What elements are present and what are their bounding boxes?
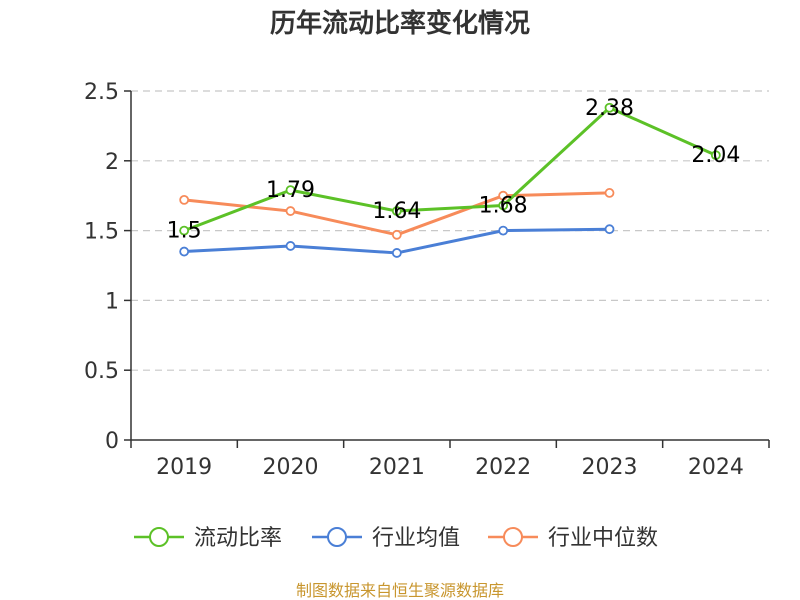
- x-tick-label: 2019: [156, 455, 212, 480]
- data-point: [179, 225, 190, 236]
- data-point: [179, 246, 190, 257]
- x-tick-labels: 2019 2020 2021 2022 2023 2024: [130, 440, 770, 480]
- axes: [130, 91, 769, 441]
- data-point: [498, 190, 509, 201]
- data-point: [391, 229, 402, 240]
- data-point: [604, 224, 615, 235]
- data-point: [391, 206, 402, 216]
- legend-item[interactable]: 流动比率: [134, 526, 282, 551]
- data-point: [391, 248, 402, 258]
- series-2: [179, 188, 615, 240]
- data-label: 1.64: [372, 199, 421, 224]
- data-label: 2.04: [691, 143, 740, 168]
- x-tick-label: 2024: [688, 455, 744, 480]
- x-tick-label: 2023: [582, 455, 638, 480]
- series-1: [179, 224, 615, 258]
- legend-marker: [327, 527, 347, 547]
- legend-label: 行业均值: [372, 526, 460, 551]
- series-line: [183, 106, 717, 233]
- data-point: [179, 194, 190, 205]
- y-tick-label: 1.5: [84, 220, 119, 245]
- data-point: [710, 150, 721, 161]
- y-tick-label: 2: [105, 150, 119, 175]
- legend: 流动比率 行业均值 行业中位数: [134, 526, 658, 551]
- y-tick-label: 2.5: [84, 80, 119, 105]
- data-point: [498, 225, 509, 236]
- series-0: [179, 102, 721, 236]
- y-tick-labels: 0 0.5 1 1.5 2 2.5: [84, 80, 131, 454]
- data-label: 1.5: [167, 219, 202, 244]
- legend-label: 行业中位数: [548, 526, 658, 551]
- data-point: [285, 241, 296, 251]
- data-label: 1.68: [479, 193, 528, 218]
- data-point: [285, 185, 296, 196]
- legend-label: 流动比率: [194, 526, 282, 551]
- x-tick-label: 2021: [369, 455, 425, 480]
- data-point: [604, 102, 615, 113]
- x-tick-label: 2022: [475, 455, 531, 480]
- data-point: [285, 206, 296, 216]
- series: [179, 102, 721, 258]
- legend-item[interactable]: 行业均值: [312, 526, 460, 551]
- data-point: [604, 188, 615, 198]
- chart-title: 历年流动比率变化情况: [270, 8, 530, 39]
- legend-marker: [503, 527, 523, 547]
- y-tick-label: 0: [105, 429, 119, 454]
- source-note: 制图数据来自恒生聚源数据库: [296, 581, 504, 600]
- legend-marker: [149, 527, 169, 547]
- data-label: 1.79: [266, 178, 315, 203]
- legend-item[interactable]: 行业中位数: [488, 526, 658, 551]
- data-point: [498, 200, 509, 211]
- grid: [131, 90, 769, 371]
- data-label: 2.38: [585, 96, 634, 121]
- y-tick-label: 1: [105, 289, 119, 314]
- y-tick-label: 0.5: [84, 359, 119, 384]
- data-labels: 1.5 1.79 1.64 1.68 2.38 2.04: [167, 96, 741, 244]
- x-tick-label: 2020: [263, 455, 319, 480]
